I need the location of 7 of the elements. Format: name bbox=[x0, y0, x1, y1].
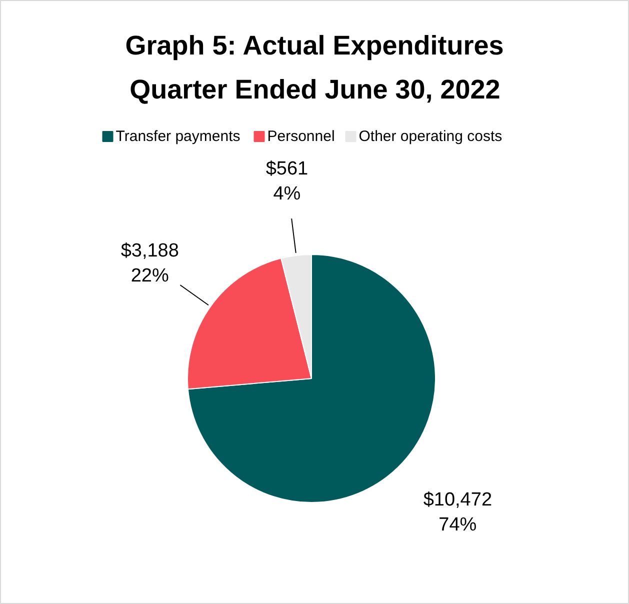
data-label: $3,188 22% bbox=[120, 240, 179, 287]
legend-label: Personnel bbox=[267, 128, 335, 145]
data-label: $561 4% bbox=[266, 158, 308, 205]
legend-label: Other operating costs bbox=[358, 128, 502, 145]
legend-label: Transfer payments bbox=[116, 128, 240, 145]
data-label: $10,472 74% bbox=[423, 490, 492, 536]
chart-title: Graph 5: Actual Expenditures Quarter Ended June 30, 2022 bbox=[125, 30, 504, 104]
